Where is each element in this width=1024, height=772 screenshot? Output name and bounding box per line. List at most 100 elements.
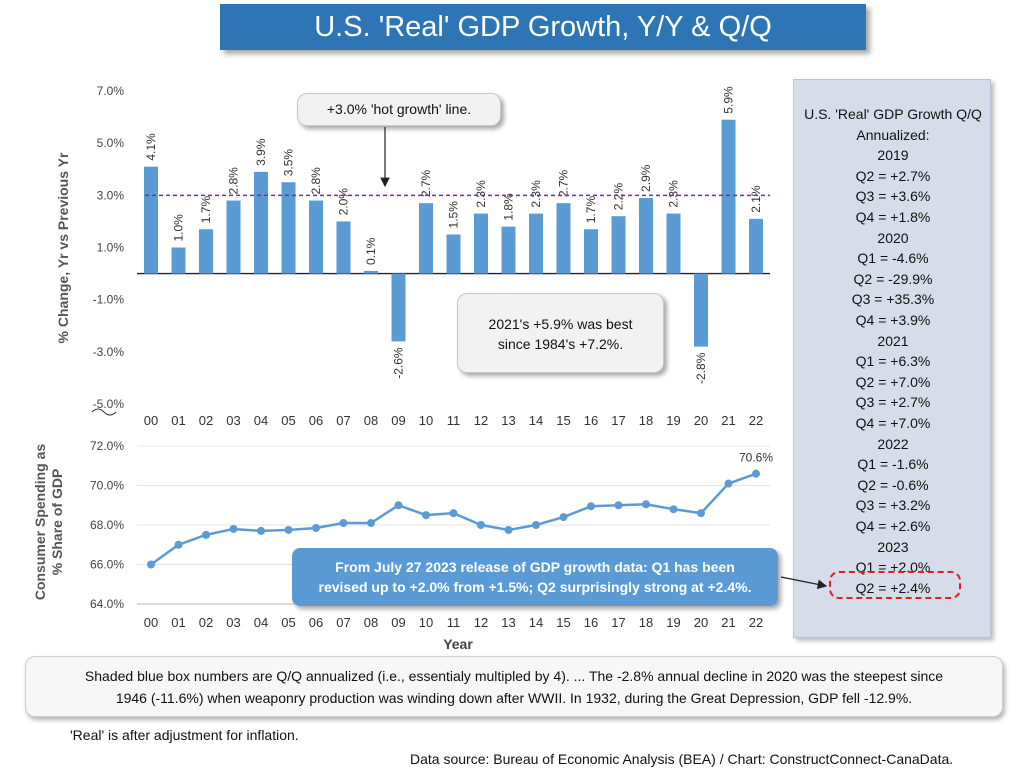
bar-value-label: 2.3% <box>474 180 488 208</box>
line-point <box>752 469 760 478</box>
bar <box>501 226 516 274</box>
line-point <box>339 519 348 528</box>
bar-value-label: 1.5% <box>447 201 461 229</box>
quarterly-growth-line: Q3 = +2.7% <box>855 394 931 411</box>
bar-value-label: 3.5% <box>282 149 296 177</box>
bar-x-tick-label: 11 <box>447 413 461 428</box>
bar-x-tick-label: 15 <box>556 413 570 428</box>
bar <box>556 203 571 274</box>
bar <box>309 200 323 274</box>
bar-value-label: 2.3% <box>529 180 543 208</box>
bar-x-tick-label: 10 <box>419 413 433 428</box>
line-y-tick-label: 70.0% <box>90 479 124 493</box>
bar-y-tick-label: 3.0% <box>97 188 125 202</box>
line-x-tick-label: 08 <box>364 615 378 630</box>
line-x-tick-label: 03 <box>226 615 240 630</box>
bar-value-label: 4.1% <box>144 133 158 161</box>
bar-x-tick-label: 04 <box>254 413 268 428</box>
bar-value-label: 2.7% <box>419 169 433 197</box>
bar-x-tick-label: 19 <box>666 413 680 428</box>
line-point <box>614 501 623 510</box>
bar-x-tick-label: 12 <box>474 413 488 428</box>
line-end-value-label: 70.6% <box>739 451 773 465</box>
bar <box>226 200 241 274</box>
quarterly-growth-line: Q2 = +2.7% <box>855 167 931 184</box>
hot-growth-callout: +3.0% 'hot growth' line. <box>297 93 501 126</box>
quarterly-growth-line: Q2 = +2.4% <box>855 579 931 596</box>
line-point <box>449 509 458 518</box>
bar-value-label: 2.9% <box>639 164 653 192</box>
bar-chart: % Change, Yr vs Previous Yr 7.0% 5.0% 3.0% 1… <box>55 84 770 428</box>
bar-value-label: 2.3% <box>667 180 681 208</box>
line-y-axis-label-1: Consumer Spending as <box>32 444 48 601</box>
bar <box>254 171 268 274</box>
line-y-tick-label: 72.0% <box>90 439 124 453</box>
quarterly-growth-line: Q3 = +3.2% <box>855 497 931 514</box>
line-chart: Consumer Spending as% Share of GDP 72.0% 7… <box>32 439 773 652</box>
bar-value-label: 3.9% <box>254 138 268 166</box>
line-x-tick-label: 00 <box>144 615 158 630</box>
line-x-tick-label: 21 <box>721 615 735 630</box>
line-y-tick-label: 64.0% <box>90 597 124 611</box>
footer-line-2: 1946 (-11.6%) when weaponry production w… <box>115 690 913 706</box>
bar-x-tick-label: 21 <box>721 413 735 428</box>
bar <box>474 213 488 274</box>
line-x-tick-label: 04 <box>254 615 268 630</box>
bar <box>199 229 213 274</box>
line-y-tick-label: 66.0% <box>90 558 124 572</box>
bar <box>391 273 406 342</box>
bar-x-tick-label: 16 <box>584 413 598 428</box>
footer-line-1: Shaded blue box numbers are Q/Q annualiz… <box>84 668 944 684</box>
line-x-tick-label: 01 <box>171 615 185 630</box>
quarterly-growth-line: Q4 = +2.6% <box>855 518 931 534</box>
axis-break-mark <box>91 408 117 416</box>
line-point <box>532 521 540 529</box>
line-x-tick-label: 02 <box>199 615 213 630</box>
quarterly-growth-line: Annualized: <box>856 126 930 143</box>
line-point <box>312 523 320 532</box>
bar-y-tick-label: 7.0% <box>97 84 125 98</box>
quarterly-growth-line: 2019 <box>877 147 909 164</box>
line-point <box>174 540 183 549</box>
revision-callout: From July 27 2023 release of GDP growth … <box>292 548 778 606</box>
bar-value-label: 2.0% <box>337 188 351 216</box>
bar-x-tick-label: 20 <box>694 413 708 428</box>
quarterly-growth-line: 2021 <box>877 332 909 349</box>
quarterly-growth-line: Q1 = -1.6% <box>857 456 929 473</box>
bar <box>584 229 598 274</box>
bar-x-tick-label: 13 <box>501 413 515 428</box>
line-x-tick-label: 14 <box>529 615 543 630</box>
bar <box>281 182 296 274</box>
bar <box>639 197 653 274</box>
hot-growth-callout-text: +3.0% 'hot growth' line. <box>326 101 472 117</box>
bar-value-label: 2.7% <box>557 169 571 197</box>
bar-y-tick-label: -1.0% <box>93 293 125 307</box>
quarterly-growth-line: Q1 = -4.6% <box>857 250 929 267</box>
bar-value-label: 0.1% <box>364 237 378 265</box>
quarterly-growth-line: 2022 <box>877 435 909 452</box>
bar <box>364 270 378 274</box>
quarterly-growth-line: Q2 = -29.9% <box>853 270 933 287</box>
line-x-tick-label: 16 <box>584 615 598 630</box>
quarterly-growth-line: Q2 = +7.0% <box>855 373 931 390</box>
source-note: Data source: Bureau of Economic Analysis… <box>410 751 954 767</box>
line-point <box>394 501 403 510</box>
line-y-tick-label: 68.0% <box>90 518 124 532</box>
bar-y-axis-label: % Change, Yr vs Previous Yr <box>55 152 71 343</box>
line-x-tick-label: 15 <box>556 615 570 630</box>
bar-value-label: 2.8% <box>309 167 323 195</box>
bar-x-tick-label: 05 <box>281 413 295 428</box>
bar-value-label: 2.8% <box>227 167 241 195</box>
quarterly-growth-line: Q4 = +7.0% <box>855 415 931 431</box>
bar-value-label: 1.7% <box>199 196 213 224</box>
best-year-line-1: 2021's +5.9% was best <box>488 316 633 332</box>
best-year-line-2: since 1984's +7.2%. <box>497 336 624 352</box>
line-x-tick-label: 07 <box>336 615 350 630</box>
bar-x-tick-label: 01 <box>171 413 185 428</box>
line-point <box>669 505 678 514</box>
bar-value-label: -2.8% <box>694 352 708 384</box>
quarterly-growth-line: U.S. 'Real' GDP Growth Q/Q <box>804 106 982 122</box>
bar <box>529 213 543 274</box>
line-point <box>367 519 375 528</box>
